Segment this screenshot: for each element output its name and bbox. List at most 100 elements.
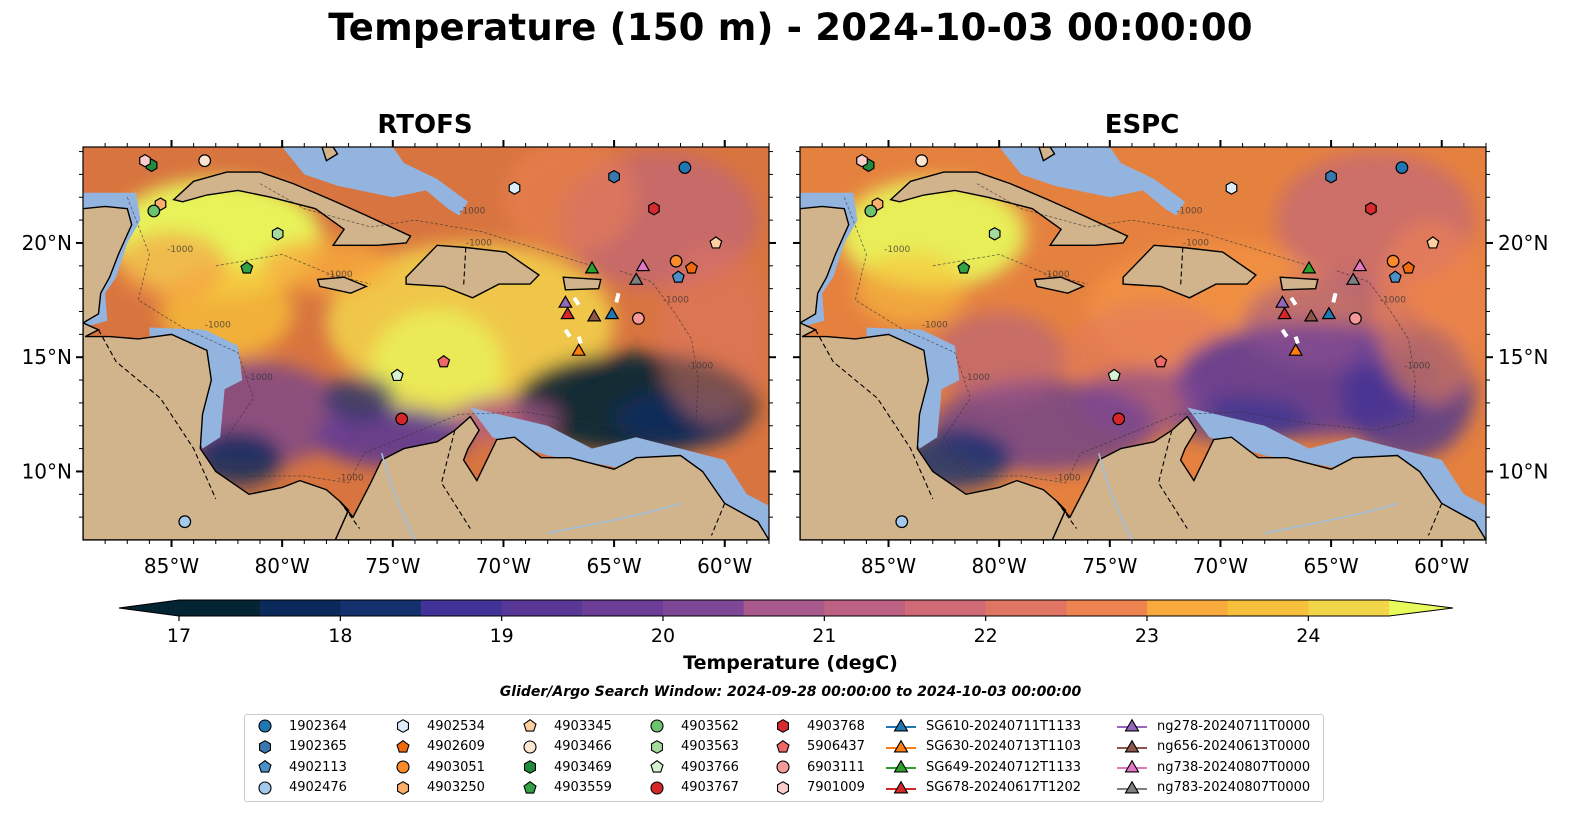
colorbar-tick-label: 24 xyxy=(1296,625,1320,647)
marker-ng738-20240807T0000 xyxy=(1352,258,1368,272)
circle-marker-icon xyxy=(258,719,272,733)
triangle-marker-icon xyxy=(1117,718,1147,732)
colorbar-bin xyxy=(1066,600,1148,616)
legend-label: 4903768 xyxy=(807,718,865,734)
contour-label: -1000 xyxy=(167,245,193,255)
glider-track xyxy=(563,328,572,338)
lon-tick-label: 65°W xyxy=(1303,554,1358,578)
figure-title: Temperature (150 m) - 2024-10-03 00:00:0… xyxy=(328,6,1253,49)
contour-label: -1000 xyxy=(205,321,231,331)
legend-entry-7901009: 7901009 xyxy=(775,779,865,797)
lon-tick-label: 60°W xyxy=(697,554,752,578)
country-border xyxy=(1157,430,1188,529)
legend-entry-4903250: 4903250 xyxy=(395,779,485,797)
marker-ng278-20240711T0000 xyxy=(1275,295,1290,308)
circle-marker-icon xyxy=(396,760,410,774)
legend-label: 4902609 xyxy=(427,739,485,754)
legend-label: 4903250 xyxy=(427,780,485,795)
marker-7901009 xyxy=(856,153,868,168)
depth-contour xyxy=(976,183,1310,267)
shelf-bahamas xyxy=(999,147,1185,216)
legend-entry-4903563: 4903563 xyxy=(649,738,739,756)
colorbar-extend-low xyxy=(119,600,179,616)
country-border xyxy=(1180,247,1184,287)
marker-SG678-20240617T1202 xyxy=(560,306,575,320)
contour-label: -1000 xyxy=(1404,362,1430,372)
land-hispaniola xyxy=(405,244,540,299)
marker-4903767 xyxy=(395,412,409,426)
legend-label: 4903766 xyxy=(681,759,739,775)
colorbar-bin xyxy=(179,600,261,616)
contour-label: -1000 xyxy=(1183,238,1209,248)
colorbar-bin xyxy=(905,600,987,616)
legend-entry-SG649-20240712T1133: SG649-20240712T1133 xyxy=(886,758,1081,776)
marker-4903767 xyxy=(1112,412,1126,426)
contour-label: -1000 xyxy=(1043,270,1069,280)
panel-title-rtofs: RTOFS xyxy=(377,110,473,140)
pentagon-marker-icon xyxy=(396,739,410,753)
lon-tick-label: 70°W xyxy=(1193,554,1248,578)
marker-4903563 xyxy=(271,227,284,241)
country-border xyxy=(710,503,726,536)
legend-label: ng278-20240711T0000 xyxy=(1157,718,1311,734)
marker-6903111 xyxy=(632,311,645,325)
marker-4902476 xyxy=(895,515,909,529)
contour-label: -1000 xyxy=(326,270,352,280)
lat-tick-label: 20°N xyxy=(22,231,72,255)
lon-tick-label: 85°W xyxy=(861,554,916,578)
legend-entry-ng738-20240807T0000: ng738-20240807T0000 xyxy=(1117,758,1310,776)
glider-track xyxy=(614,292,621,303)
field-patch xyxy=(324,375,396,422)
legend-entry-4903766: 4903766 xyxy=(649,758,739,776)
marker-4902113 xyxy=(1388,270,1402,283)
contour-label: -1000 xyxy=(459,206,485,216)
pentagon-marker-icon xyxy=(650,760,664,773)
lon-tick-label: 70°W xyxy=(476,554,531,578)
legend-entry-ng278-20240711T0000: ng278-20240711T0000 xyxy=(1117,717,1310,735)
colorbar-bin xyxy=(985,600,1067,616)
country-border xyxy=(339,500,361,529)
marker-4903768 xyxy=(648,201,660,216)
legend-entry-4903345: 4903345 xyxy=(522,717,612,735)
legend-label: 4903469 xyxy=(554,759,612,775)
marker-ng783-20240807T0000 xyxy=(1345,272,1361,285)
lon-tick-label: 80°W xyxy=(255,554,310,578)
marker-SG678-20240617T1202 xyxy=(1277,306,1292,320)
marker-1902365 xyxy=(608,169,620,184)
triangle-marker-icon xyxy=(1117,759,1147,773)
contour-label: -1000 xyxy=(1380,295,1406,305)
land-yucatan xyxy=(800,205,850,324)
legend-label: 4903466 xyxy=(554,739,612,754)
triangle-marker-icon xyxy=(1117,739,1147,752)
lat-tick-label: 10°N xyxy=(1498,459,1548,483)
colorbar-tick-label: 23 xyxy=(1135,625,1159,647)
colorbar-label: Temperature (degC) xyxy=(683,652,898,674)
espc-map: -1000 -1000 -1000 -1000 -1000 -1000 -1000 -1000… xyxy=(793,140,1548,578)
legend-entry-4903051: 4903051 xyxy=(395,758,485,776)
legend-entry-4903562: 4903562 xyxy=(649,717,739,735)
country-border xyxy=(440,430,471,529)
marker-1902364 xyxy=(1395,161,1409,174)
glider-track xyxy=(1280,328,1289,338)
field-patch xyxy=(932,311,1066,403)
marker-4902609 xyxy=(1402,261,1415,274)
legend-label: 4902476 xyxy=(289,780,347,795)
legend-label: SG610-20240711T1133 xyxy=(926,718,1082,734)
marker-4903559 xyxy=(240,261,254,274)
legend-entry-4903559: 4903559 xyxy=(522,779,612,797)
circle-marker-icon xyxy=(650,719,664,733)
legend: 1902364 1902365 4902113 4902476 4902534 49026… xyxy=(244,714,1324,802)
marker-4903559 xyxy=(957,261,971,274)
colorbar-bin xyxy=(259,600,341,616)
marker-6903111 xyxy=(1349,311,1362,325)
country-border xyxy=(98,329,217,500)
glider-track xyxy=(1331,292,1338,303)
map-content: -1000 -1000 -1000 -1000 -1000 -1000 -1000 -1000… xyxy=(800,147,1486,540)
legend-label: 4903563 xyxy=(681,739,739,754)
contour-label: -1000 xyxy=(247,373,273,383)
legend-entry-4903768: 4903768 xyxy=(775,717,865,735)
legend-label: SG649-20240712T1133 xyxy=(926,759,1082,775)
legend-entry-5906437: 5906437 xyxy=(775,738,865,756)
legend-entry-1902365: 1902365 xyxy=(257,738,347,756)
circle-marker-icon xyxy=(776,760,790,774)
